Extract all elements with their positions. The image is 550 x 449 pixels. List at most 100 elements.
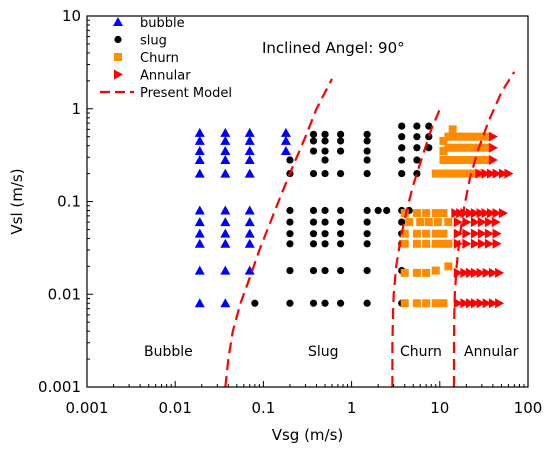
data-point: [194, 146, 205, 156]
data-point: [439, 239, 448, 248]
data-point: [405, 218, 414, 227]
data-point: [475, 156, 484, 165]
data-point: [451, 208, 461, 219]
legend-label: bubble: [140, 16, 185, 31]
data-point: [469, 132, 478, 141]
data-point: [220, 155, 231, 165]
data-point: [412, 209, 421, 218]
data-point: [444, 132, 453, 141]
data-point: [400, 239, 409, 248]
data-point: [412, 239, 421, 248]
data-point: [444, 218, 453, 227]
legend-label: slug: [140, 34, 167, 49]
data-point: [458, 132, 467, 141]
x-tick-label: 0.01: [158, 399, 191, 417]
data-point: [400, 229, 409, 238]
data-point: [448, 125, 457, 134]
data-point: [477, 238, 487, 249]
data-point: [321, 266, 329, 275]
data-point: [453, 228, 463, 239]
data-point: [492, 238, 502, 249]
data-point: [286, 206, 294, 215]
data-point: [244, 205, 255, 215]
data-point: [470, 238, 480, 249]
data-point: [470, 267, 480, 278]
data-point: [470, 217, 480, 228]
region-label: Slug: [308, 344, 339, 360]
data-point: [431, 266, 440, 275]
data-point: [495, 267, 505, 278]
data-point: [439, 299, 448, 308]
data-point: [321, 218, 329, 226]
data-point: [194, 135, 205, 145]
data-point: [321, 137, 329, 145]
y-tick-label: 0.1: [57, 193, 81, 211]
data-point: [466, 267, 476, 278]
data-point: [444, 156, 453, 165]
legend-item: Present Model: [100, 86, 232, 101]
data-point: [484, 228, 494, 239]
data-point: [470, 208, 480, 219]
data-point: [286, 299, 294, 307]
data-point: [336, 240, 345, 248]
data-point: [470, 228, 480, 239]
data-point: [309, 206, 318, 215]
data-point: [363, 206, 371, 215]
data-point: [336, 206, 345, 215]
legend-item: bubble: [113, 16, 185, 31]
data-point: [321, 240, 329, 248]
legend-item: slug: [114, 34, 167, 49]
data-point: [286, 218, 294, 226]
legend-label: Annular: [140, 69, 191, 84]
plot-marks: [194, 122, 514, 309]
y-tick-label: 1: [71, 100, 81, 118]
legend: bubble slug Churn Annular Present Model: [100, 16, 232, 101]
data-point: [251, 299, 259, 307]
data-point: [336, 147, 345, 155]
data-point: [460, 267, 470, 278]
data-point: [486, 208, 496, 219]
data-point: [309, 266, 318, 275]
data-point: [244, 265, 255, 275]
data-point: [469, 169, 478, 178]
data-point: [475, 168, 485, 179]
data-point: [309, 299, 318, 307]
data-point: [466, 298, 476, 309]
legend-item: Churn: [114, 51, 179, 66]
data-point: [309, 169, 318, 178]
data-point: [484, 238, 494, 249]
data-point: [422, 299, 431, 308]
data-point: [280, 135, 291, 145]
data-point: [481, 132, 490, 141]
data-point: [464, 143, 473, 152]
data-point: [363, 218, 371, 226]
data-point: [309, 137, 318, 145]
data-point: [336, 169, 345, 178]
data-point: [488, 298, 498, 309]
series-annular: [451, 131, 514, 309]
y-axis-label: Vsl (m/s): [8, 168, 26, 234]
data-point: [413, 144, 421, 152]
data-point: [422, 229, 431, 238]
data-point: [194, 127, 205, 137]
data-point: [492, 208, 502, 219]
data-point: [439, 147, 448, 156]
data-point: [481, 208, 491, 219]
data-point: [458, 143, 467, 152]
legend-marker: [113, 17, 123, 26]
data-point: [444, 239, 453, 248]
x-tick-label: 0.001: [66, 399, 109, 417]
data-point: [309, 240, 318, 248]
data-point: [481, 143, 490, 152]
data-point: [460, 298, 470, 309]
data-point: [448, 143, 457, 152]
data-point: [363, 169, 371, 178]
data-point: [476, 298, 486, 309]
data-point: [488, 155, 498, 166]
data-point: [439, 209, 448, 218]
y-axis: 0.001 0.01 0.1 1 10: [38, 7, 93, 396]
data-point: [336, 230, 345, 238]
data-point: [286, 230, 294, 238]
legend-label: Present Model: [140, 86, 232, 101]
data-point: [321, 206, 329, 215]
